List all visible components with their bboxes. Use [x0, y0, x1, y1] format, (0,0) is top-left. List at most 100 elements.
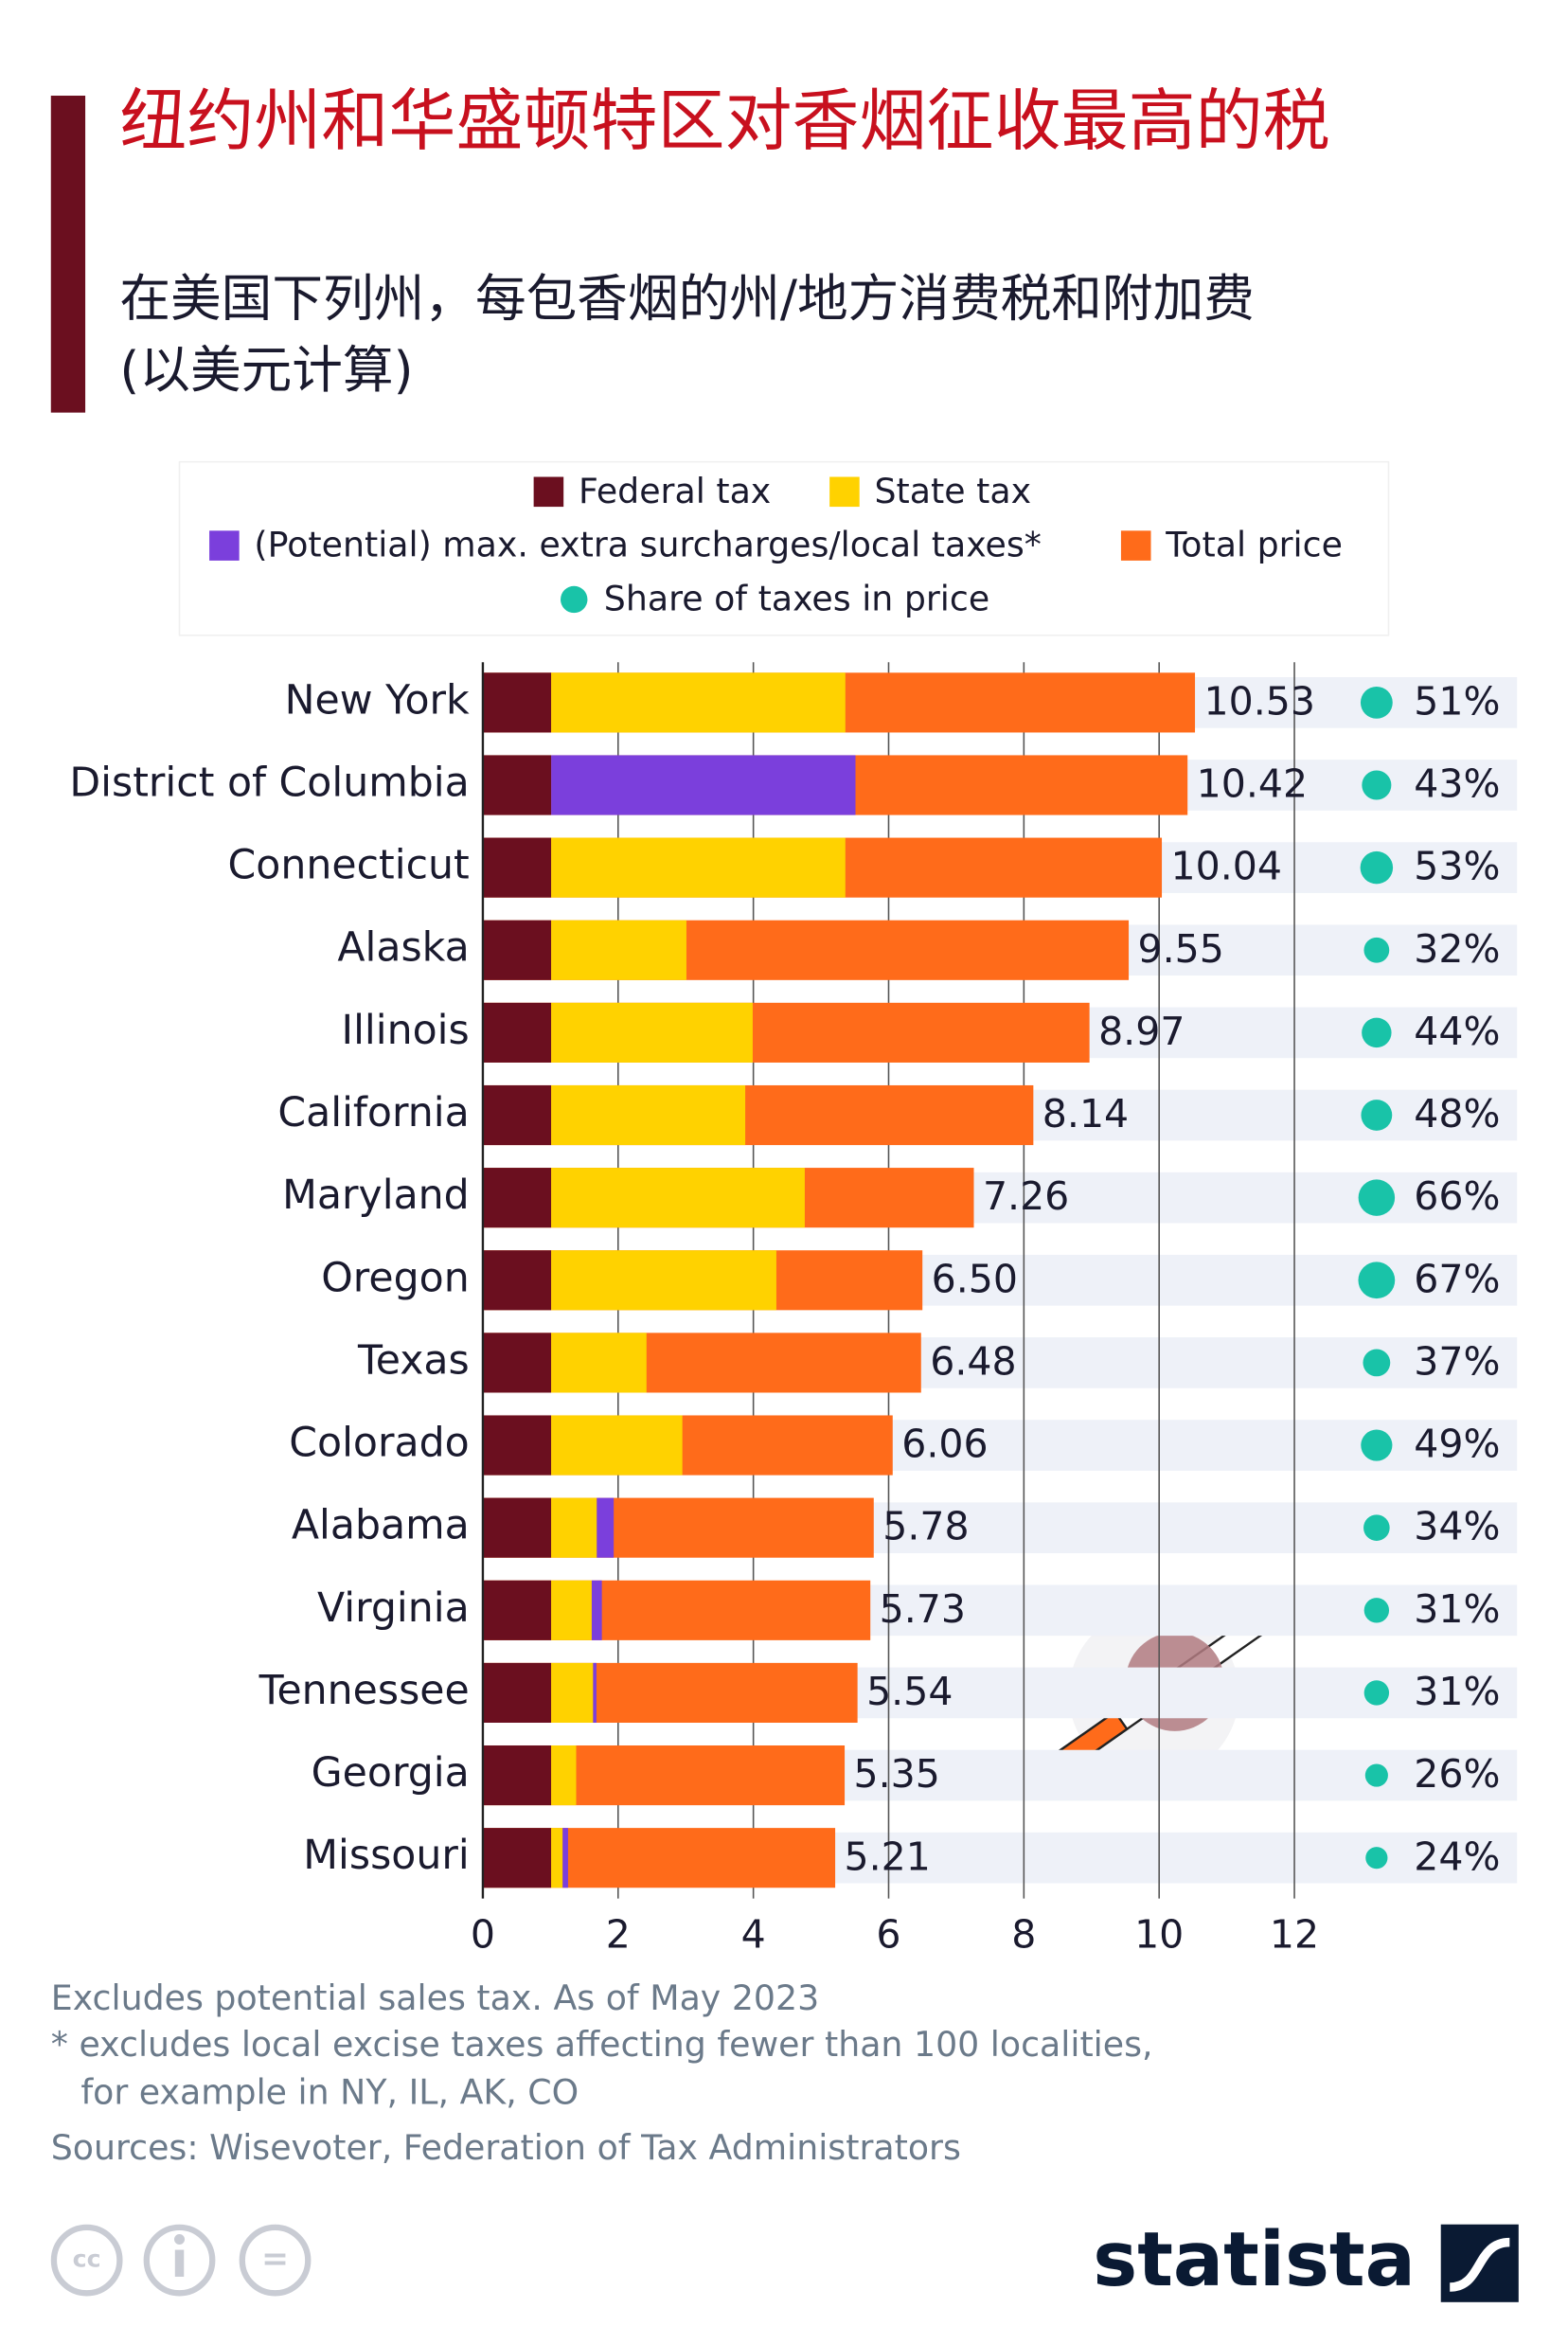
value-label: 6.06: [901, 1422, 988, 1467]
bar-segment: [551, 1828, 563, 1888]
share-dot: [1360, 850, 1394, 885]
legend-swatch: [209, 530, 240, 561]
bar-segment: [482, 755, 552, 815]
share-dot: [1361, 1100, 1393, 1131]
share-dot: [1362, 770, 1392, 800]
subtitle: (以美元计算): [119, 340, 413, 400]
share-dot: [1362, 1017, 1392, 1048]
share-dot: [1363, 1598, 1390, 1623]
bar-segment: [482, 1250, 552, 1311]
share-label: 48%: [1414, 1091, 1500, 1136]
value-label: 5.35: [854, 1751, 940, 1797]
bar-segment: [551, 1745, 577, 1806]
legend-box: [178, 460, 1390, 636]
bar-segment: [482, 1084, 552, 1146]
value-label: 9.55: [1138, 926, 1224, 972]
value-label: 5.73: [880, 1586, 966, 1632]
bar-segment: [551, 672, 846, 733]
share-label: 49%: [1414, 1422, 1500, 1467]
share-label: 53%: [1414, 844, 1500, 889]
value-label: 8.97: [1098, 1009, 1185, 1054]
share-dot: [1363, 1349, 1391, 1377]
value-label: 5.78: [882, 1504, 969, 1549]
bar-segment: [551, 1084, 746, 1146]
legend-label: State tax: [874, 471, 1031, 511]
share-label: 51%: [1414, 678, 1500, 724]
bar-segment: [482, 837, 552, 898]
bar-segment: [551, 920, 686, 980]
bar-segment: [482, 1497, 552, 1558]
legend-swatch: [829, 476, 860, 508]
x-tick-label: 2: [606, 1912, 631, 1958]
x-tick-label: 6: [876, 1912, 900, 1958]
cc-icon: [174, 2249, 185, 2277]
y-tick-label: Tennessee: [258, 1667, 470, 1714]
y-tick-label: Alaska: [337, 924, 469, 972]
share-label: 43%: [1414, 761, 1500, 807]
bar-segment: [482, 1415, 552, 1476]
value-label: 6.50: [932, 1256, 1018, 1301]
legend-swatch: [1120, 530, 1151, 561]
title-bar: [50, 96, 86, 413]
legend-label: Total price: [1165, 525, 1343, 565]
x-tick-label: 0: [471, 1912, 495, 1958]
x-tick-label: 8: [1011, 1912, 1036, 1958]
share-label: 31%: [1414, 1669, 1500, 1714]
y-tick-label: Georgia: [312, 1749, 470, 1797]
share-dot: [1363, 1514, 1390, 1541]
note: * excludes local excise taxes affecting …: [51, 2024, 1153, 2065]
chart-title: 纽约州和华盛顿特区对香烟征收最高的税: [119, 81, 1329, 160]
legend-label: Share of taxes in price: [604, 579, 989, 619]
share-label: 66%: [1414, 1173, 1500, 1219]
value-label: 6.48: [930, 1338, 1016, 1384]
bar-segment: [551, 1333, 647, 1393]
value-label: 8.14: [1042, 1091, 1129, 1136]
bar-segment: [482, 1828, 552, 1888]
y-tick-label: Maryland: [282, 1172, 470, 1219]
share-dot: [1358, 1261, 1396, 1299]
bar-segment: [562, 1828, 568, 1888]
bar-segment: [551, 755, 856, 815]
bar-segment: [482, 1168, 552, 1228]
share-label: 24%: [1414, 1834, 1500, 1879]
share-dot: [1361, 1429, 1393, 1461]
y-tick-label: District of Columbia: [69, 759, 469, 806]
value-label: 7.26: [983, 1173, 1069, 1219]
legend-swatch: [561, 585, 588, 614]
cc-icons: [50, 2224, 312, 2297]
value-label: 10.53: [1204, 678, 1315, 724]
x-tick-label: 12: [1270, 1912, 1319, 1958]
bar-segment: [551, 1250, 776, 1311]
bar-segment: [482, 1662, 552, 1723]
bar-segment: [482, 1745, 552, 1806]
legend-label: (Potential) max. extra surcharges/local …: [254, 525, 1042, 565]
share-label: 37%: [1414, 1338, 1500, 1384]
note: for example in NY, IL, AK, CO: [80, 2071, 579, 2112]
cc-icon: [173, 2233, 186, 2246]
bar-segment: [482, 672, 552, 733]
x-tick-label: 4: [741, 1912, 766, 1958]
cc-icon: cc: [73, 2246, 101, 2273]
y-tick-label: Virginia: [317, 1584, 470, 1632]
bar-segment: [551, 1662, 594, 1723]
source: Sources: Wisevoter, Federation of Tax Ad…: [51, 2127, 961, 2168]
share-label: 34%: [1414, 1504, 1500, 1549]
y-tick-label: Alabama: [292, 1502, 470, 1549]
y-tick-label: Colorado: [289, 1420, 469, 1467]
share-label: 67%: [1414, 1256, 1500, 1301]
bar-segment: [551, 1415, 683, 1476]
share-label: 26%: [1414, 1751, 1500, 1797]
y-tick-label: Oregon: [321, 1254, 469, 1301]
bar-segment: [482, 1333, 552, 1393]
x-tick-label: 10: [1134, 1912, 1184, 1958]
bar-segment: [482, 920, 552, 980]
value-label: 10.04: [1171, 844, 1282, 889]
note: Excludes potential sales tax. As of May …: [51, 1977, 819, 2018]
y-tick-label: Illinois: [342, 1007, 470, 1054]
y-tick-label: Connecticut: [228, 842, 470, 889]
cc-icon: =: [261, 2241, 289, 2279]
bar-segment: [551, 1002, 753, 1063]
subtitle: 在美国下列州，每包香烟的州/地方消费税和附加费: [119, 268, 1255, 328]
bar-segment: [551, 837, 846, 898]
